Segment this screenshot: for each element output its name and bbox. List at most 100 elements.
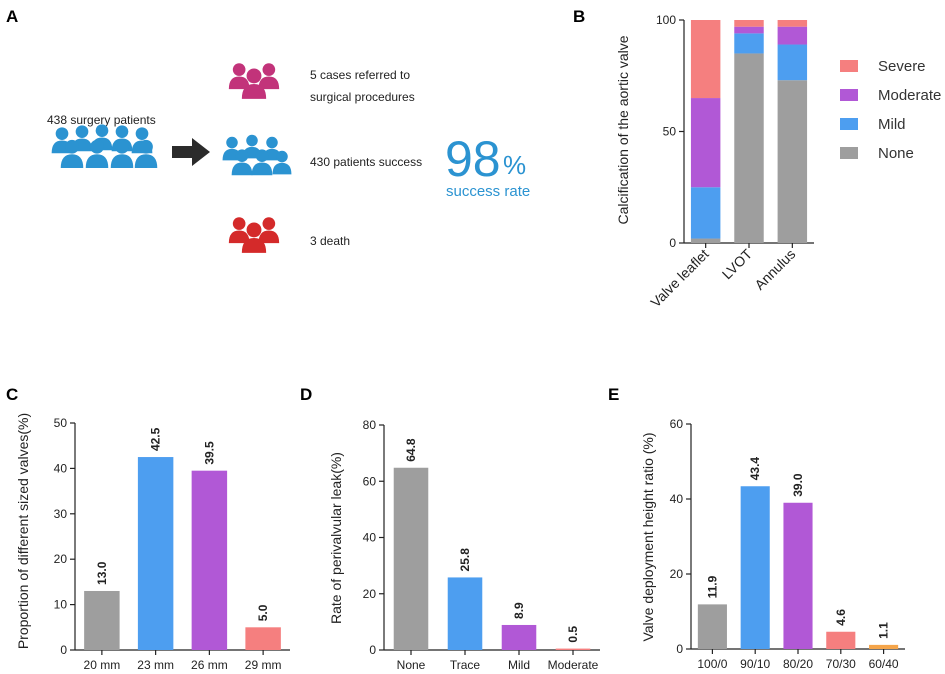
- chart-e: Valve deployment height ratio (%) 0 20 40 6…: [640, 417, 905, 671]
- chart-d-bar: [393, 467, 429, 650]
- chart-d-ytick-label: 0: [369, 643, 376, 657]
- chart-d-data-label: 25.8: [458, 548, 472, 572]
- chart-c-ytick-label: 40: [54, 461, 68, 475]
- chart-b-ytick-label: 50: [663, 125, 677, 139]
- chart-e-ytick-label: 0: [676, 642, 683, 656]
- chart-d-bar: [501, 624, 537, 650]
- chart-b-bar-segment: [734, 26, 764, 34]
- chart-d-ylabel: Rate of perivalvular leak(%): [328, 452, 344, 624]
- chart-c-ytick-label: 10: [54, 598, 68, 612]
- chart-d-bar: [555, 648, 591, 650]
- chart-d-xtick-label: Mild: [508, 658, 530, 672]
- chart-c-ylabel: Proportion of different sized valves(%): [15, 413, 31, 649]
- success-rate-number: 98: [445, 131, 501, 187]
- panel-label-d: D: [300, 385, 312, 404]
- chart-e-ylabel: Valve deployment height ratio (%): [640, 432, 656, 641]
- chart-d-xtick-label: Moderate: [548, 658, 599, 672]
- chart-b: Calcification of the aortic valve Severe…: [615, 13, 941, 310]
- chart-b-bar-segment: [734, 33, 764, 54]
- people-group-icon: [229, 217, 279, 253]
- chart-e-data-label: 39.0: [791, 473, 805, 497]
- total-patients-text: 438 surgery patients: [47, 113, 156, 127]
- chart-c-data-label: 42.5: [149, 427, 163, 451]
- chart-d-bar: [447, 577, 483, 650]
- chart-e-ytick-label: 40: [670, 492, 684, 506]
- chart-e-data-label: 11.9: [705, 575, 719, 598]
- chart-e-bar: [740, 486, 770, 649]
- chart-b-bar-segment: [734, 53, 764, 244]
- referred-text-line2: surgical procedures: [310, 90, 415, 104]
- chart-b-bar-segment: [690, 98, 721, 188]
- chart-b-legend-label: Mild: [878, 116, 906, 133]
- chart-c-xtick-label: 26 mm: [191, 658, 228, 672]
- chart-e-xtick-label: 60/40: [869, 657, 899, 671]
- chart-c-xtick-label: 20 mm: [84, 658, 121, 672]
- chart-b-bar-segment: [777, 20, 808, 27]
- panel-label-e: E: [608, 385, 619, 404]
- panel-a: 438 surgery patients: [47, 63, 530, 253]
- chart-c-data-label: 13.0: [95, 561, 109, 585]
- chart-d-data-label: 0.5: [566, 626, 580, 643]
- chart-c-ytick-label: 20: [54, 552, 68, 566]
- chart-b-legend: Severe Moderate Mild None: [840, 58, 941, 162]
- chart-c: Proportion of different sized valves(%) …: [15, 413, 290, 672]
- chart-e-ytick-label: 20: [670, 567, 684, 581]
- crowd-icon: [51, 124, 158, 168]
- panel-label-c: C: [6, 385, 18, 404]
- chart-b-xtick-label: Annulus: [751, 246, 798, 293]
- chart-e-bar: [697, 604, 727, 649]
- success-count-text: 430 patients success: [310, 155, 422, 169]
- chart-c-ytick-label: 0: [60, 643, 67, 657]
- chart-b-bar-segment: [734, 20, 764, 27]
- chart-d-ytick-label: 80: [363, 418, 377, 432]
- chart-b-xtick-label: Valve leaflet: [647, 246, 712, 311]
- chart-b-bar-segment: [690, 238, 721, 243]
- chart-d-ytick-label: 60: [363, 474, 377, 488]
- chart-b-bar-segment: [777, 26, 808, 45]
- chart-e-data-label: 4.6: [834, 609, 848, 626]
- chart-b-legend-swatch: [840, 89, 858, 101]
- panel-label-b: B: [573, 7, 585, 26]
- referred-text-line1: 5 cases referred to: [310, 68, 410, 82]
- chart-e-data-label: 43.4: [748, 457, 762, 481]
- chart-b-legend-label: Severe: [878, 58, 926, 75]
- chart-e-bar: [783, 502, 813, 649]
- chart-c-ytick-label: 50: [54, 416, 68, 430]
- chart-e-data-label: 1.1: [877, 622, 891, 639]
- chart-b-bar-segment: [777, 80, 808, 244]
- chart-b-bar-segment: [690, 187, 721, 239]
- chart-b-ytick-label: 100: [656, 13, 676, 27]
- chart-d-ytick-label: 20: [363, 587, 377, 601]
- chart-d-xtick-label: Trace: [450, 658, 481, 672]
- chart-e-bar: [826, 631, 856, 649]
- chart-e-xtick-label: 80/20: [783, 657, 813, 671]
- chart-b-legend-swatch: [840, 60, 858, 72]
- chart-b-bar-segment: [690, 20, 721, 99]
- chart-b-legend-swatch: [840, 118, 858, 130]
- chart-e-ytick-label: 60: [670, 417, 684, 431]
- chart-b-bar-segment: [777, 44, 808, 81]
- success-rate-unit: %: [503, 150, 526, 180]
- chart-b-legend-label: Moderate: [878, 87, 941, 104]
- chart-e-bar: [869, 644, 899, 649]
- chart-c-bar: [84, 590, 120, 650]
- chart-b-xtick-label: LVOT: [719, 245, 756, 282]
- chart-c-bar: [137, 457, 174, 650]
- chart-c-data-label: 39.5: [202, 441, 216, 465]
- chart-d-data-label: 8.9: [512, 602, 526, 619]
- chart-c-bar: [245, 627, 281, 650]
- arrow-right-icon: [172, 138, 210, 166]
- people-group-icon: [222, 134, 292, 176]
- death-count-text: 3 death: [310, 234, 350, 248]
- chart-d: Rate of perivalvular leak(%) 0 20 40 60 80 No…: [328, 418, 600, 672]
- chart-c-bar: [191, 470, 228, 650]
- chart-c-xtick-label: 23 mm: [137, 658, 174, 672]
- chart-c-xtick-label: 29 mm: [245, 658, 282, 672]
- panel-label-a: A: [6, 7, 18, 26]
- chart-b-ylabel: Calcification of the aortic valve: [615, 35, 631, 224]
- chart-e-xtick-label: 70/30: [826, 657, 856, 671]
- chart-b-legend-label: None: [878, 145, 914, 162]
- chart-e-xtick-label: 100/0: [697, 657, 727, 671]
- chart-c-data-label: 5.0: [256, 604, 270, 621]
